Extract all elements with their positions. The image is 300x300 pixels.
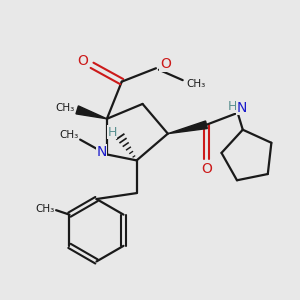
Text: CH₃: CH₃: [35, 204, 54, 214]
Text: O: O: [160, 57, 171, 71]
Text: N: N: [236, 101, 247, 115]
Text: H: H: [228, 100, 237, 112]
Text: CH₃: CH₃: [59, 130, 79, 140]
Polygon shape: [168, 121, 207, 134]
Text: CH₃: CH₃: [56, 103, 75, 113]
Text: O: O: [77, 54, 88, 68]
Text: CH₃: CH₃: [186, 79, 206, 89]
Polygon shape: [76, 106, 107, 119]
Text: O: O: [201, 162, 212, 176]
Text: H: H: [107, 126, 117, 139]
Text: N: N: [96, 145, 107, 159]
